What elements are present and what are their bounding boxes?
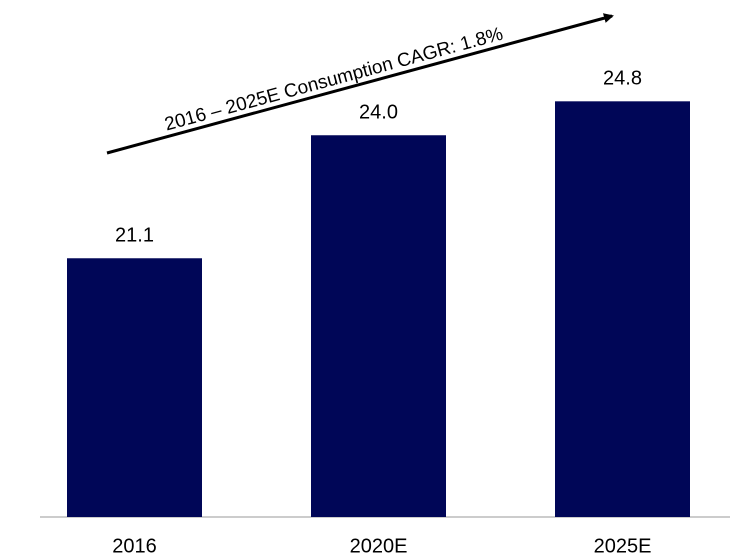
bar — [311, 135, 446, 517]
annotation: 2016 – 2025E Consumption CAGR: 1.8% — [162, 24, 505, 136]
value-label: 21.1 — [115, 225, 154, 247]
value-label: 24.8 — [603, 68, 642, 90]
bar — [555, 101, 690, 518]
x-tick-label: 2025E — [594, 535, 652, 555]
trend-arrow — [106, 13, 614, 155]
value-label: 24.0 — [359, 102, 398, 124]
x-tick-label: 2020E — [350, 535, 408, 555]
x-tick-label: 2016 — [112, 535, 157, 555]
bar — [67, 258, 202, 517]
